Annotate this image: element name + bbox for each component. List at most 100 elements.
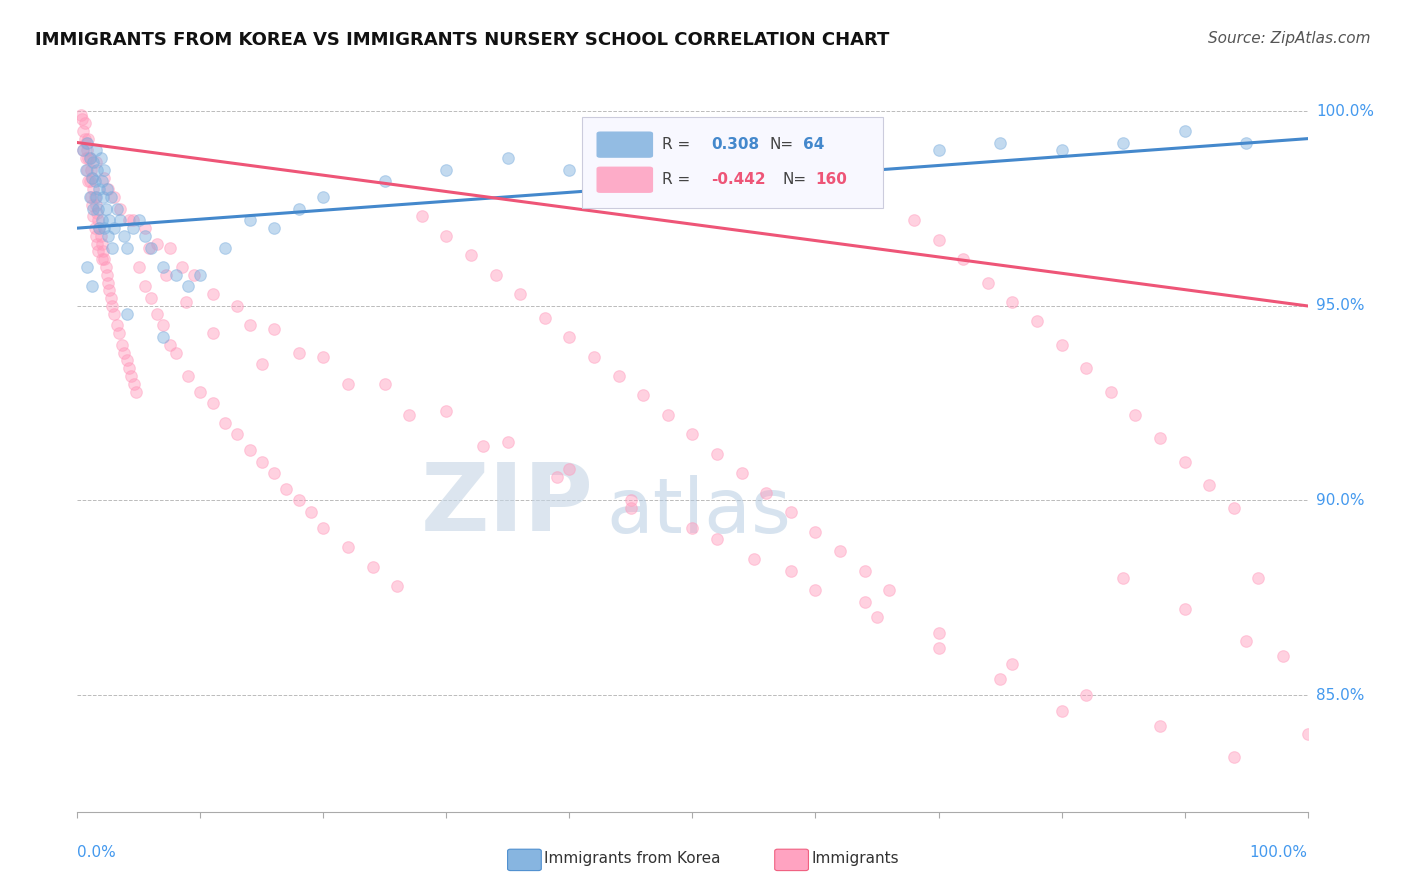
Point bbox=[89, 182, 111, 196]
Point bbox=[134, 221, 156, 235]
Point bbox=[288, 493, 311, 508]
Point bbox=[1076, 361, 1098, 376]
Text: 64: 64 bbox=[803, 137, 824, 153]
Point bbox=[288, 345, 311, 359]
Point bbox=[853, 564, 876, 578]
Point bbox=[583, 350, 606, 364]
Point bbox=[928, 641, 950, 656]
Point bbox=[82, 202, 104, 216]
Point bbox=[706, 447, 728, 461]
Point bbox=[1026, 314, 1049, 328]
Point bbox=[239, 442, 262, 457]
Point bbox=[75, 162, 97, 177]
Point bbox=[620, 151, 643, 165]
Point bbox=[436, 404, 458, 418]
Point bbox=[1050, 704, 1073, 718]
Point bbox=[250, 357, 273, 371]
Point bbox=[706, 533, 728, 547]
FancyBboxPatch shape bbox=[508, 849, 541, 871]
Point bbox=[82, 170, 104, 185]
Point bbox=[98, 284, 121, 298]
Point bbox=[780, 505, 803, 519]
Text: 90.0%: 90.0% bbox=[1316, 493, 1364, 508]
Point bbox=[1198, 478, 1220, 492]
Point bbox=[411, 210, 433, 224]
Point bbox=[134, 279, 156, 293]
Point bbox=[115, 353, 138, 368]
Point bbox=[1223, 750, 1246, 764]
Point bbox=[128, 213, 150, 227]
Point bbox=[115, 241, 138, 255]
Point bbox=[152, 260, 174, 274]
Point bbox=[115, 307, 138, 321]
Point bbox=[77, 174, 100, 188]
Point bbox=[830, 544, 852, 558]
FancyBboxPatch shape bbox=[775, 849, 808, 871]
Point bbox=[1050, 144, 1073, 158]
Point bbox=[558, 162, 581, 177]
Point bbox=[118, 361, 141, 376]
Text: Source: ZipAtlas.com: Source: ZipAtlas.com bbox=[1208, 31, 1371, 46]
Point bbox=[1076, 688, 1098, 702]
Point bbox=[188, 268, 212, 282]
Point bbox=[436, 162, 458, 177]
Point bbox=[201, 287, 224, 301]
Point bbox=[263, 221, 285, 235]
Point bbox=[90, 213, 114, 227]
Point bbox=[496, 435, 519, 450]
Point bbox=[682, 427, 704, 442]
Point bbox=[496, 151, 519, 165]
Point bbox=[108, 326, 131, 341]
Point bbox=[72, 144, 94, 158]
FancyBboxPatch shape bbox=[582, 117, 883, 209]
Point bbox=[93, 221, 115, 235]
Point bbox=[607, 368, 630, 383]
Text: N=: N= bbox=[782, 172, 807, 187]
Point bbox=[79, 174, 101, 188]
Point bbox=[201, 326, 224, 341]
Point bbox=[312, 521, 335, 535]
Point bbox=[1223, 501, 1246, 516]
Point bbox=[83, 190, 105, 204]
Text: 160: 160 bbox=[815, 172, 848, 187]
Point bbox=[152, 318, 174, 333]
Text: Immigrants: Immigrants bbox=[811, 851, 898, 865]
Point bbox=[1247, 571, 1270, 585]
Point bbox=[1125, 408, 1147, 422]
Point bbox=[485, 268, 508, 282]
Point bbox=[89, 221, 111, 235]
Point bbox=[141, 241, 163, 255]
Point bbox=[76, 144, 98, 158]
Point bbox=[159, 241, 181, 255]
Point bbox=[76, 162, 98, 177]
Text: 0.0%: 0.0% bbox=[77, 845, 117, 860]
Point bbox=[1272, 649, 1295, 664]
Text: N=: N= bbox=[770, 137, 794, 153]
Point bbox=[620, 493, 643, 508]
Point bbox=[928, 233, 950, 247]
Point bbox=[879, 582, 901, 597]
Point bbox=[214, 241, 236, 255]
Point bbox=[682, 162, 704, 177]
Point bbox=[76, 136, 98, 150]
Point bbox=[84, 144, 107, 158]
Point bbox=[96, 182, 118, 196]
Point bbox=[436, 228, 458, 243]
Point bbox=[89, 221, 111, 235]
Point bbox=[853, 594, 876, 608]
Text: -0.442: -0.442 bbox=[711, 172, 765, 187]
Text: R =: R = bbox=[662, 137, 690, 153]
Point bbox=[93, 162, 115, 177]
Point bbox=[138, 241, 160, 255]
Point bbox=[121, 368, 143, 383]
Point bbox=[804, 582, 827, 597]
Point bbox=[79, 151, 101, 165]
Point bbox=[121, 213, 143, 227]
Point bbox=[682, 521, 704, 535]
Point bbox=[1174, 124, 1197, 138]
Text: 0.308: 0.308 bbox=[711, 137, 759, 153]
Point bbox=[804, 144, 827, 158]
Point bbox=[82, 198, 104, 212]
Point bbox=[90, 236, 114, 251]
Point bbox=[94, 202, 117, 216]
